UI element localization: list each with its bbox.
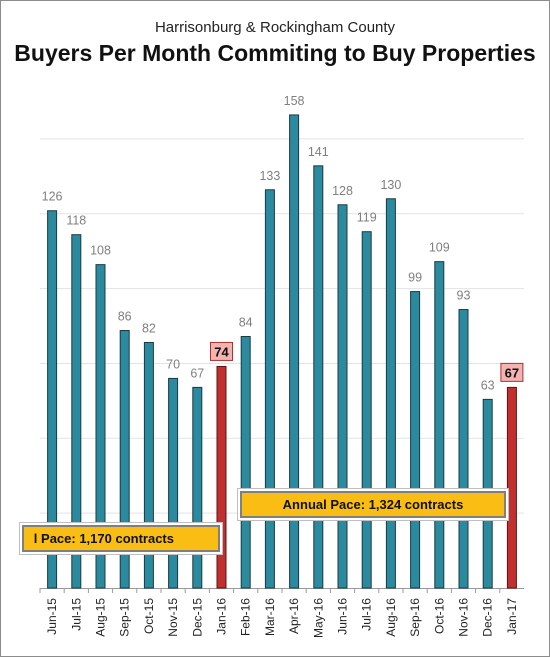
- x-tick-label: Dec-16: [481, 598, 495, 637]
- data-label: 109: [429, 241, 450, 255]
- data-label: 70: [166, 357, 180, 371]
- x-tick-label: Mar-16: [263, 598, 277, 636]
- bar: [385, 198, 396, 589]
- bar: [143, 341, 154, 589]
- bar: [71, 234, 82, 589]
- bar: [192, 386, 203, 589]
- highlight-label-box: [500, 362, 524, 382]
- x-tick-label: Jun-15: [45, 598, 59, 635]
- bar: [216, 365, 227, 589]
- x-tick-label: Sep-15: [118, 598, 132, 637]
- bar: [119, 330, 130, 589]
- x-tick-label: Dec-15: [190, 598, 204, 637]
- data-label: 84: [239, 315, 253, 329]
- bar: [95, 264, 106, 589]
- data-label: 128: [332, 184, 353, 198]
- bar: [313, 165, 324, 589]
- data-label: 63: [481, 378, 495, 392]
- data-label: 99: [408, 271, 422, 285]
- x-tick-label: May-16: [311, 598, 325, 638]
- x-tick-label: Jan-16: [215, 598, 229, 635]
- bar: [168, 377, 179, 589]
- x-tick-label: Jan-17: [505, 598, 519, 635]
- bar: [264, 189, 275, 589]
- x-tick-label: Jul-15: [69, 598, 83, 631]
- x-tick-label: Aug-16: [384, 598, 398, 637]
- x-tick-label: Aug-15: [94, 598, 108, 637]
- data-label: 141: [308, 145, 329, 159]
- data-label: 86: [118, 310, 132, 324]
- annual-pace-2016-annotation: Annual Pace: 1,324 contracts: [240, 491, 506, 518]
- x-tick-label: Nov-16: [457, 598, 471, 637]
- annual-pace-2015-annotation: l Pace: 1,170 contracts: [22, 525, 220, 552]
- bar: [240, 335, 251, 589]
- bar: [47, 210, 58, 589]
- data-label: 67: [505, 365, 519, 380]
- bar: [434, 261, 445, 589]
- data-label: 82: [142, 321, 156, 335]
- data-label: 119: [357, 211, 377, 225]
- data-label: 126: [42, 190, 63, 204]
- x-tick-label: Jul-16: [360, 598, 374, 631]
- x-tick-label: Sep-16: [408, 598, 422, 637]
- bar: [458, 309, 469, 589]
- x-tick-label: Oct-16: [432, 598, 446, 634]
- bar: [410, 291, 421, 589]
- x-tick-label: Jun-16: [336, 598, 350, 635]
- data-label: 158: [284, 94, 305, 108]
- data-label: 74: [214, 344, 229, 359]
- data-label: 67: [190, 366, 204, 380]
- data-label: 130: [380, 178, 401, 192]
- x-tick-label: Nov-15: [166, 598, 180, 637]
- chart-subtitle: Harrisonburg & Rockingham County: [154, 19, 396, 36]
- bar: [506, 386, 517, 589]
- x-tick-label: Apr-16: [287, 598, 301, 634]
- data-label: 118: [66, 214, 86, 228]
- chart-title: Buyers Per Month Commiting to Buy Proper…: [14, 40, 536, 66]
- data-label: 133: [259, 169, 280, 183]
- highlight-label-box: [210, 341, 233, 361]
- data-label: 93: [457, 289, 471, 303]
- bar: [337, 204, 348, 589]
- data-label: 108: [90, 244, 111, 258]
- bar: [361, 231, 372, 589]
- x-tick-label: Oct-15: [142, 598, 156, 634]
- x-tick-label: Feb-16: [239, 598, 253, 636]
- bar: [289, 114, 300, 589]
